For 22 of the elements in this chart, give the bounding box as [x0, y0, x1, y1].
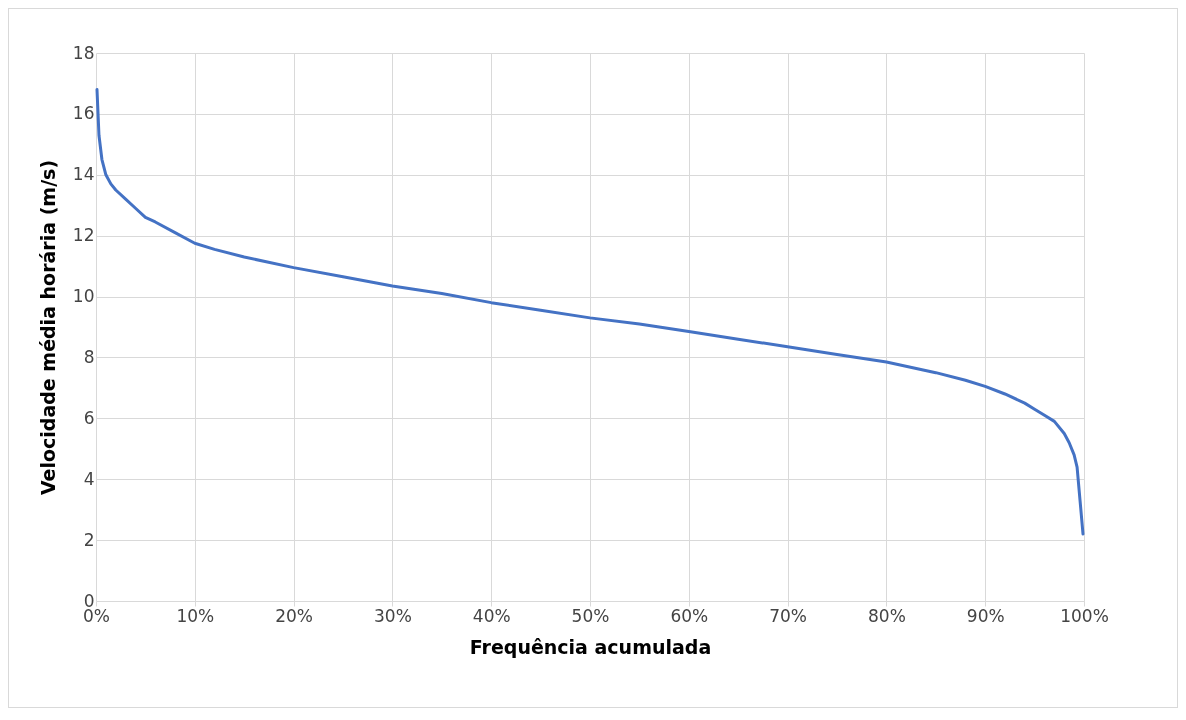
x-axis-title: Frequência acumulada [469, 635, 712, 658]
x-tick-label: 60% [670, 605, 709, 626]
y-tick-label: 4 [83, 468, 95, 489]
y-tick-label: 16 [72, 103, 95, 124]
x-tick-label: 100% [1060, 605, 1109, 626]
y-tick-label: 8 [83, 346, 95, 367]
y-axis-title: Velocidade média horária (m/s) [36, 159, 59, 496]
y-tick-label: 6 [83, 407, 95, 428]
x-tick-label: 10% [176, 605, 215, 626]
line-series [95, 88, 1085, 536]
x-tick-label: 30% [374, 605, 412, 626]
y-tick-label: 2 [83, 529, 95, 550]
x-tick-label: 70% [769, 605, 807, 626]
x-tick-label: 90% [966, 605, 1005, 626]
y-tick-label: 18 [72, 42, 95, 63]
y-tick-label: 10 [72, 286, 95, 307]
y-tick-label: 12 [72, 225, 95, 246]
x-tick-label: 80% [868, 605, 906, 626]
x-tick-label: 20% [275, 605, 313, 626]
y-tick-label: 14 [72, 164, 95, 185]
x-tick-label: 50% [571, 605, 610, 626]
x-tick-label: 40% [472, 605, 511, 626]
